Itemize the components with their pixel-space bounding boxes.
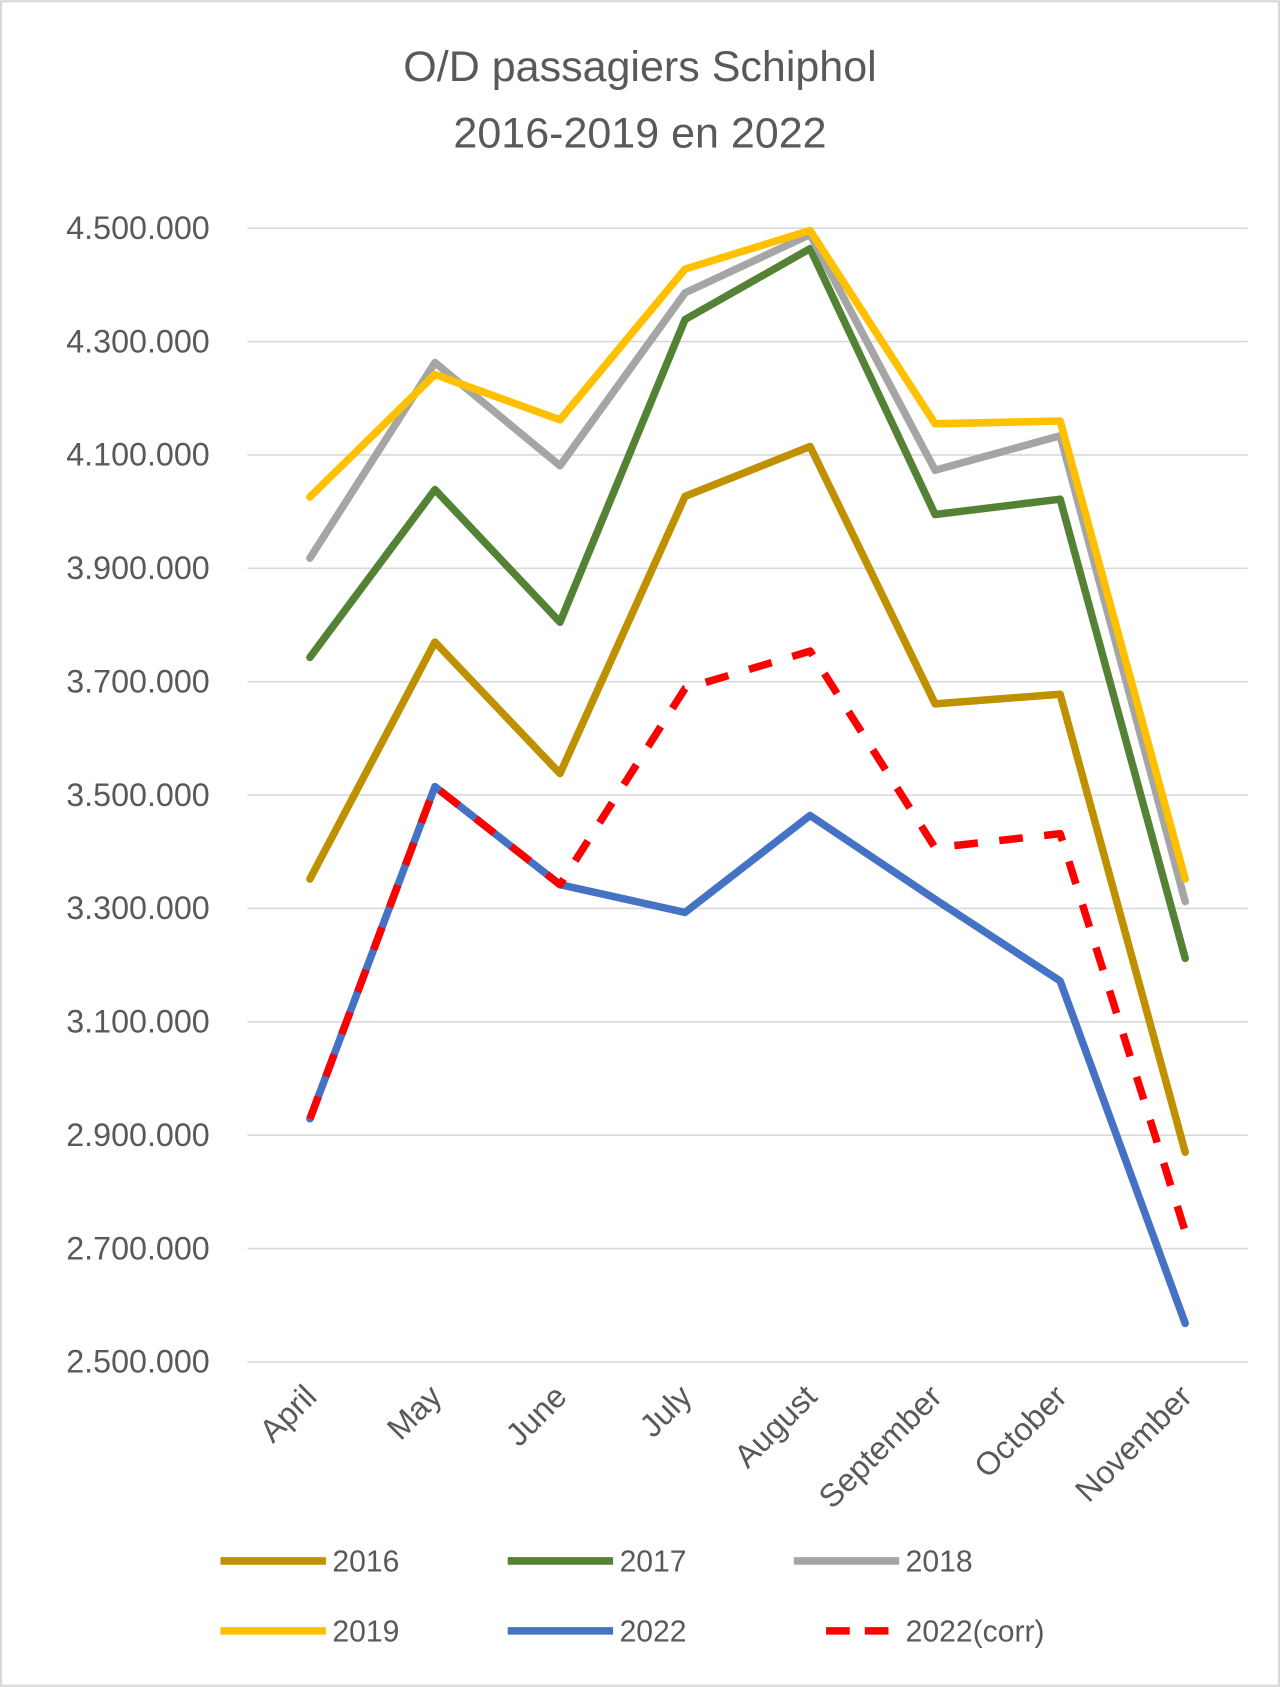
y-tick-label: 2.900.000 [66, 1117, 209, 1153]
legend-label: 2018 [906, 1546, 973, 1579]
y-tick-label: 3.300.000 [66, 890, 209, 926]
legend-label: 2019 [332, 1616, 399, 1649]
y-tick-label: 2.700.000 [66, 1230, 209, 1266]
legend-item: 2016 [220, 1546, 399, 1579]
y-tick-label: 3.500.000 [66, 777, 209, 813]
chart-title-line-1: O/D passagiers Schiphol [403, 43, 876, 91]
series-line-2017 [306, 244, 1189, 963]
y-tick-label: 3.100.000 [66, 1004, 209, 1040]
legend-item: 2017 [507, 1546, 687, 1579]
legend-label: 2022(corr) [906, 1616, 1045, 1649]
series-line-2022(corr) [306, 647, 1189, 1233]
y-tick-label: 4.300.000 [66, 323, 209, 359]
y-tick-label: 3.700.000 [66, 663, 209, 699]
y-tick-label: 4.500.000 [66, 210, 209, 246]
legend-item: 2022 [507, 1616, 687, 1649]
legend-item: 2022(corr) [826, 1616, 1045, 1649]
legend-item: 2019 [220, 1616, 399, 1649]
y-tick-label: 4.100.000 [66, 437, 209, 473]
legend-label: 2016 [332, 1546, 399, 1579]
series-line-2019 [306, 226, 1189, 883]
legend-label: 2017 [620, 1546, 687, 1579]
series-line-2016 [306, 442, 1189, 1156]
y-tick-label: 2.500.000 [66, 1344, 209, 1380]
legend-label: 2022 [620, 1616, 687, 1649]
legend-item: 2018 [793, 1546, 973, 1579]
y-tick-label: 3.900.000 [66, 550, 209, 586]
chart-title-line-2: 2016-2019 en 2022 [453, 110, 826, 158]
